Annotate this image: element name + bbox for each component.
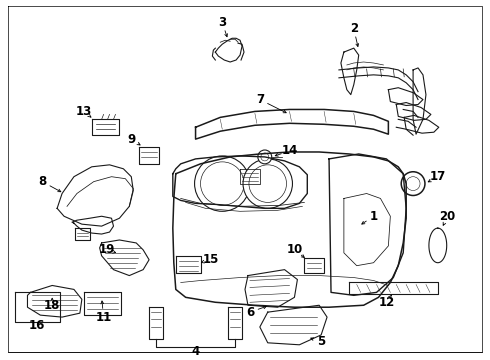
Text: 15: 15 <box>202 253 219 266</box>
Text: 20: 20 <box>440 210 456 223</box>
Text: 11: 11 <box>96 311 112 324</box>
Circle shape <box>249 165 287 202</box>
Text: 4: 4 <box>192 345 200 358</box>
Text: 12: 12 <box>378 296 394 309</box>
Circle shape <box>261 153 269 161</box>
Circle shape <box>243 159 293 208</box>
Text: 1: 1 <box>369 210 378 223</box>
Text: 19: 19 <box>98 243 115 256</box>
Text: 17: 17 <box>430 170 446 183</box>
Text: 6: 6 <box>246 306 254 319</box>
Text: 16: 16 <box>29 319 46 332</box>
Text: 13: 13 <box>75 105 92 118</box>
Text: 10: 10 <box>286 243 302 256</box>
Text: 8: 8 <box>38 175 47 188</box>
Circle shape <box>258 150 271 164</box>
Text: 5: 5 <box>317 335 325 348</box>
Text: 2: 2 <box>350 22 358 35</box>
Text: 18: 18 <box>44 299 60 312</box>
Circle shape <box>406 177 420 190</box>
Text: 3: 3 <box>218 16 226 29</box>
Circle shape <box>195 156 250 211</box>
Text: 14: 14 <box>281 144 298 157</box>
Text: 9: 9 <box>127 132 135 146</box>
Text: 7: 7 <box>256 93 264 106</box>
Circle shape <box>200 162 244 205</box>
Circle shape <box>401 172 425 195</box>
